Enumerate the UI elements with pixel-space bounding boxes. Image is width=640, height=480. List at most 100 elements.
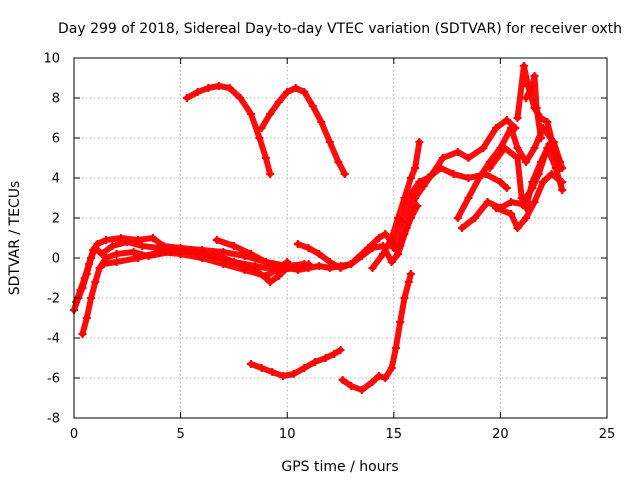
series-arc-k xyxy=(485,140,565,212)
data-point xyxy=(89,246,98,254)
data-point xyxy=(496,178,505,186)
data-point xyxy=(84,260,93,268)
data-point xyxy=(394,250,403,258)
data-point xyxy=(500,144,509,152)
data-point xyxy=(116,234,125,242)
y-tick-label: -4 xyxy=(47,332,60,347)
data-point xyxy=(78,330,87,338)
data-point xyxy=(197,254,206,262)
data-point xyxy=(536,134,545,142)
data-point xyxy=(138,242,147,250)
data-point xyxy=(381,374,390,382)
data-point xyxy=(558,186,567,194)
data-point xyxy=(387,258,396,266)
data-point xyxy=(274,262,283,270)
data-point xyxy=(257,124,266,132)
data-point xyxy=(374,372,383,380)
data-point xyxy=(72,298,81,306)
data-point xyxy=(325,258,334,266)
data-point xyxy=(283,88,292,96)
data-point xyxy=(406,190,415,198)
data-point xyxy=(91,278,100,286)
data-point xyxy=(519,62,528,70)
data-point xyxy=(261,272,270,280)
data-point xyxy=(406,270,415,278)
data-point xyxy=(479,144,488,152)
gridlines xyxy=(74,58,607,418)
data-point xyxy=(400,294,409,302)
data-point xyxy=(255,134,264,142)
data-point xyxy=(261,154,270,162)
data-point xyxy=(436,164,445,172)
data-point xyxy=(396,318,405,326)
series-line xyxy=(258,85,348,177)
data-point xyxy=(539,178,548,186)
data-point xyxy=(507,210,516,218)
series-arc-g xyxy=(368,138,424,272)
data-point xyxy=(381,230,390,238)
y-tick-label: 6 xyxy=(52,132,60,147)
data-point xyxy=(453,214,462,222)
data-point xyxy=(334,158,343,166)
data-point xyxy=(246,110,255,118)
data-point xyxy=(492,204,501,212)
x-axis-label: GPS time / hours xyxy=(281,459,398,475)
series-arc-n xyxy=(521,72,545,142)
data-point xyxy=(391,344,400,352)
data-point xyxy=(315,250,324,258)
data-point xyxy=(530,144,539,152)
data-point xyxy=(347,382,356,390)
data-point xyxy=(449,170,458,178)
data-point xyxy=(148,234,157,242)
data-point xyxy=(325,138,334,146)
series-arc-r xyxy=(338,270,415,394)
data-point xyxy=(93,240,102,248)
data-point xyxy=(528,82,537,90)
data-point xyxy=(530,72,539,80)
data-point xyxy=(521,158,530,166)
data-point xyxy=(304,244,313,252)
data-point xyxy=(304,264,313,272)
data-point xyxy=(536,158,545,166)
data-point xyxy=(387,364,396,372)
data-point xyxy=(357,386,366,394)
data-point xyxy=(458,224,467,232)
axis-ticks xyxy=(73,57,608,419)
data-point xyxy=(368,378,377,386)
x-tick-label: 15 xyxy=(386,427,403,442)
data-point xyxy=(513,224,522,232)
data-point xyxy=(274,98,283,106)
data-point xyxy=(317,118,326,126)
data-point xyxy=(517,194,526,202)
y-tick-label: 4 xyxy=(52,172,60,187)
chart-title: Day 299 of 2018, Sidereal Day-to-day VTE… xyxy=(58,21,622,37)
series-line xyxy=(493,171,566,231)
series-arc-l xyxy=(492,170,567,232)
data-point xyxy=(112,250,121,258)
data-point xyxy=(193,88,202,96)
data-point xyxy=(283,258,292,266)
data-point xyxy=(398,218,407,226)
series-arc-q xyxy=(246,346,345,380)
data-point xyxy=(389,244,398,252)
data-point xyxy=(133,236,142,244)
y-tick-label: -2 xyxy=(47,292,60,307)
data-point xyxy=(453,148,462,156)
data-point xyxy=(406,174,415,182)
series-line xyxy=(339,271,414,393)
data-point xyxy=(236,94,245,102)
data-point xyxy=(528,178,537,186)
data-point xyxy=(464,154,473,162)
data-point xyxy=(246,360,255,368)
data-point xyxy=(212,236,221,244)
data-point xyxy=(214,82,223,90)
data-point xyxy=(182,94,191,102)
data-point xyxy=(76,286,85,294)
data-point xyxy=(411,164,420,172)
x-tick-label: 5 xyxy=(176,427,184,442)
series-line xyxy=(248,347,344,379)
data-point xyxy=(219,260,228,268)
data-point xyxy=(475,174,484,182)
data-point xyxy=(336,264,345,272)
data-point xyxy=(415,178,424,186)
